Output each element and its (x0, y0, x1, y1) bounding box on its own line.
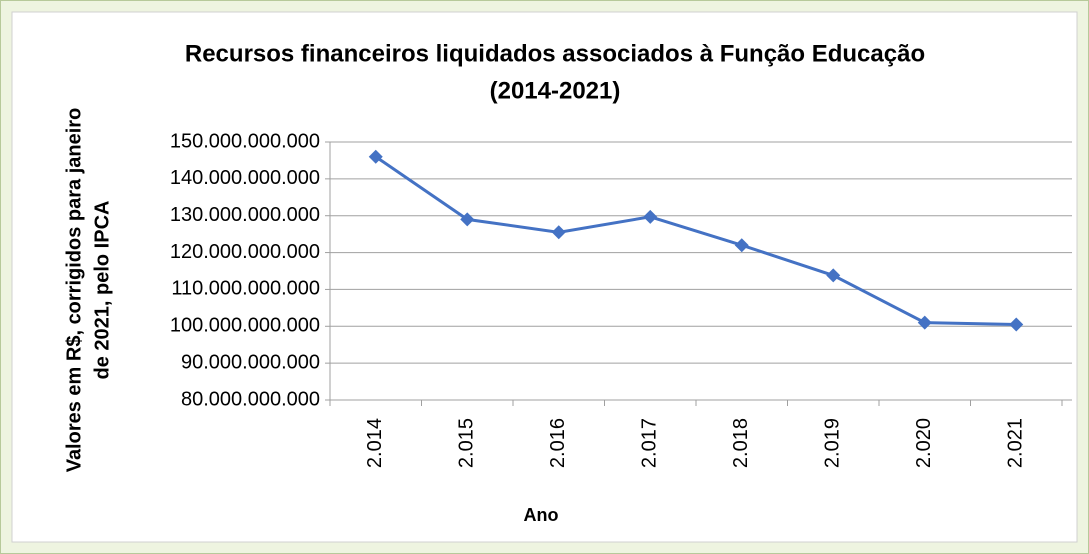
marker (460, 212, 475, 227)
x-tick-label: 2.019 (822, 418, 844, 468)
y-tick-label: 120.000.000.000 (170, 241, 320, 263)
y-tick-label: 90.000.000.000 (181, 351, 320, 373)
chart-title: (2014-2021) (490, 77, 621, 104)
y-tick-label: 130.000.000.000 (170, 204, 320, 226)
marker (643, 209, 658, 224)
y-tick-label: 110.000.000.000 (171, 278, 320, 300)
marker (826, 268, 841, 283)
line (374, 155, 1017, 326)
marker (368, 149, 383, 164)
x-tick-label: 2.021 (1005, 418, 1027, 468)
marker (1009, 317, 1024, 332)
y-tick-label: 140.000.000.000 (170, 167, 320, 189)
y-tick-label: 80.000.000.000 (181, 388, 320, 410)
y-axis-title: de 2021, pelo IPCA (91, 201, 113, 380)
x-tick-label: 2.018 (730, 418, 752, 468)
y-axis-title: Valores em R$, corrigidos para janeiro (63, 108, 85, 473)
x-tick-label: 2.016 (547, 418, 569, 468)
marker (917, 315, 932, 330)
chart-title: Recursos financeiros liquidados associad… (185, 40, 925, 67)
x-tick-label: 2.020 (913, 418, 935, 468)
y-tick-label: 100.000.000.000 (170, 315, 320, 337)
x-axis-title: Ano (524, 505, 559, 525)
chart-area (11, 11, 1078, 543)
x-tick-label: 2.015 (456, 418, 478, 468)
marker (551, 225, 566, 240)
x-tick-label: 2.014 (364, 418, 386, 468)
y-tick-label: 150.000.000.000 (170, 130, 320, 152)
marker (734, 238, 749, 253)
x-tick-label: 2.017 (639, 418, 661, 468)
